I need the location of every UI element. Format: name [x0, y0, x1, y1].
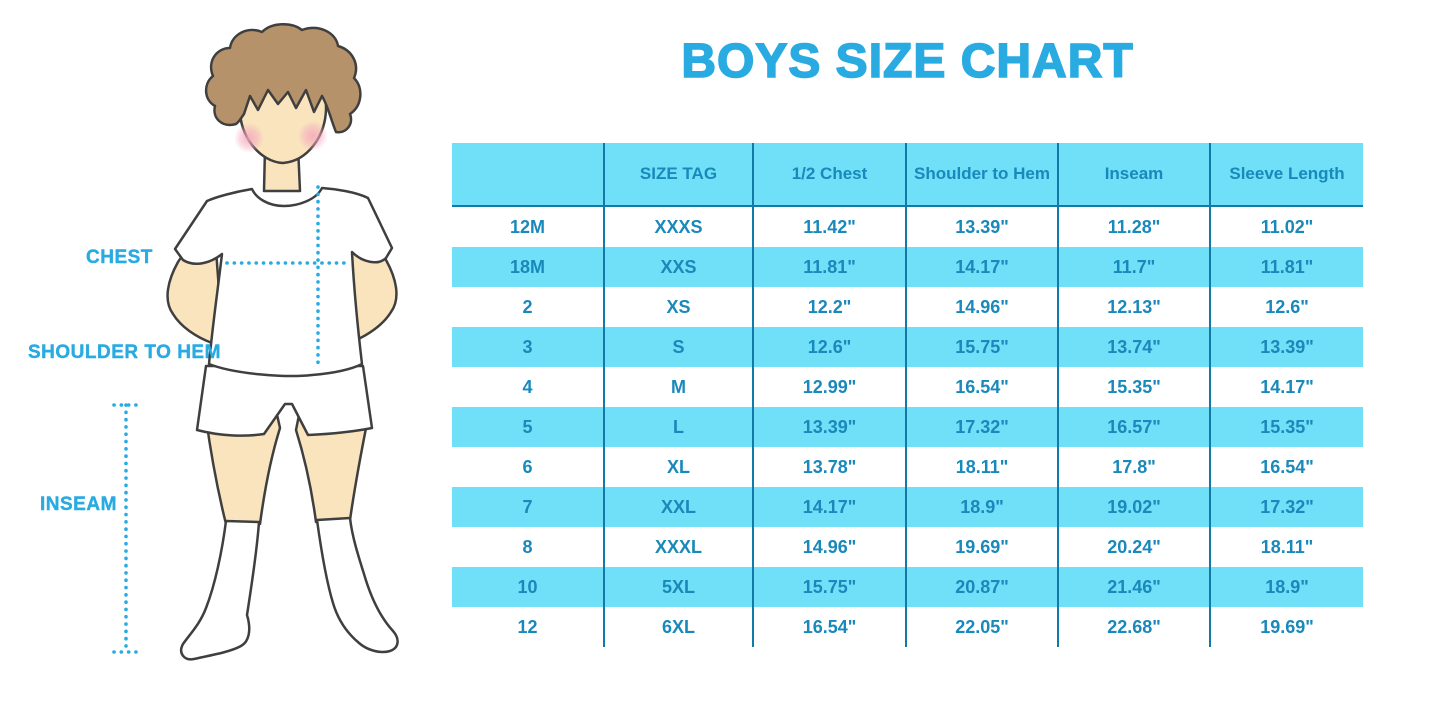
value-cell: 16.54"	[905, 367, 1057, 407]
header-cell: Inseam	[1057, 143, 1209, 207]
value-cell: S	[603, 327, 752, 367]
boy-measurement-figure: CHEST SHOULDER TO HEM INSEAM	[0, 0, 450, 700]
value-cell: 14.17"	[905, 247, 1057, 287]
value-cell: XXL	[603, 487, 752, 527]
blush-left	[234, 123, 264, 153]
value-cell: 13.39"	[1209, 327, 1363, 367]
value-cell: 14.96"	[752, 527, 905, 567]
value-cell: 13.39"	[905, 207, 1057, 247]
value-cell: 12.6"	[1209, 287, 1363, 327]
value-cell: 11.28"	[1057, 207, 1209, 247]
header-cell: SIZE TAG	[603, 143, 752, 207]
value-cell: 13.74"	[1057, 327, 1209, 367]
shorts-shape	[195, 364, 374, 437]
value-cell: 12.13"	[1057, 287, 1209, 327]
value-cell: 21.46"	[1057, 567, 1209, 607]
value-cell: 14.17"	[1209, 367, 1363, 407]
chest-label: CHEST	[86, 247, 153, 268]
size-cell: 18M	[452, 247, 603, 287]
value-cell: XXXS	[603, 207, 752, 247]
value-cell: 15.75"	[752, 567, 905, 607]
boy-illustration	[112, 23, 399, 661]
value-cell: XS	[603, 287, 752, 327]
value-cell: 16.57"	[1057, 407, 1209, 447]
size-cell: 5	[452, 407, 603, 447]
value-cell: 13.39"	[752, 407, 905, 447]
value-cell: 11.7"	[1057, 247, 1209, 287]
value-cell: 13.78"	[752, 447, 905, 487]
value-cell: 5XL	[603, 567, 752, 607]
value-cell: 20.24"	[1057, 527, 1209, 567]
value-cell: 22.68"	[1057, 607, 1209, 647]
value-cell: 18.9"	[1209, 567, 1363, 607]
hair-shape	[204, 23, 362, 134]
value-cell: 16.54"	[1209, 447, 1363, 487]
inseam-label: INSEAM	[40, 494, 117, 515]
size-cell: 3	[452, 327, 603, 367]
value-cell: 15.35"	[1057, 367, 1209, 407]
size-cell: 10	[452, 567, 603, 607]
value-cell: 14.96"	[905, 287, 1057, 327]
size-cell: 12M	[509, 216, 545, 237]
size-cell: 6	[522, 456, 533, 477]
value-cell: 14.17"	[752, 487, 905, 527]
value-cell: XL	[603, 447, 752, 487]
value-cell: 15.75"	[905, 327, 1057, 367]
value-cell: 12.99"	[752, 367, 905, 407]
value-cell: 18.9"	[905, 487, 1057, 527]
size-table: SIZE TAG 1/2 Chest Shoulder to Hem Inseam Sl…	[452, 143, 1363, 647]
value-cell: 17.32"	[1209, 487, 1363, 527]
right-sock-shape	[315, 516, 399, 654]
header-cell: Shoulder to Hem	[905, 143, 1057, 207]
page-title: BOYS SIZE CHART	[681, 34, 1134, 89]
size-cell: 12	[517, 616, 538, 637]
value-cell: 15.35"	[1209, 407, 1363, 447]
tshirt-shape	[173, 186, 394, 378]
value-cell: 19.02"	[1057, 487, 1209, 527]
shoulder-to-hem-label: SHOULDER TO HEM	[28, 342, 221, 363]
value-cell: 11.81"	[1209, 247, 1363, 287]
size-cell: 8	[522, 536, 533, 557]
value-cell: 22.05"	[905, 607, 1057, 647]
value-cell: XXXL	[603, 527, 752, 567]
left-sock-shape	[179, 519, 261, 661]
value-cell: 17.8"	[1057, 447, 1209, 487]
size-cell: 7	[452, 487, 603, 527]
header-cell	[452, 143, 603, 207]
value-cell: 11.81"	[752, 247, 905, 287]
size-cell: 2	[522, 296, 533, 317]
value-cell: 19.69"	[1209, 607, 1363, 647]
value-cell: 11.42"	[752, 207, 905, 247]
value-cell: 12.2"	[752, 287, 905, 327]
value-cell: 6XL	[603, 607, 752, 647]
inseam-measure-line	[112, 403, 141, 654]
value-cell: 18.11"	[1209, 527, 1363, 567]
header-cell: 1/2 Chest	[752, 143, 905, 207]
size-cell: 4	[522, 376, 533, 397]
value-cell: 20.87"	[905, 567, 1057, 607]
value-cell: M	[603, 367, 752, 407]
value-cell: 11.02"	[1209, 207, 1363, 247]
value-cell: 17.32"	[905, 407, 1057, 447]
value-cell: 19.69"	[905, 527, 1057, 567]
value-cell: XXS	[603, 247, 752, 287]
value-cell: 12.6"	[752, 327, 905, 367]
blush-right	[298, 121, 328, 151]
value-cell: 18.11"	[905, 447, 1057, 487]
value-cell: 16.54"	[752, 607, 905, 647]
header-cell: Sleeve Length	[1209, 143, 1363, 207]
value-cell: L	[603, 407, 752, 447]
